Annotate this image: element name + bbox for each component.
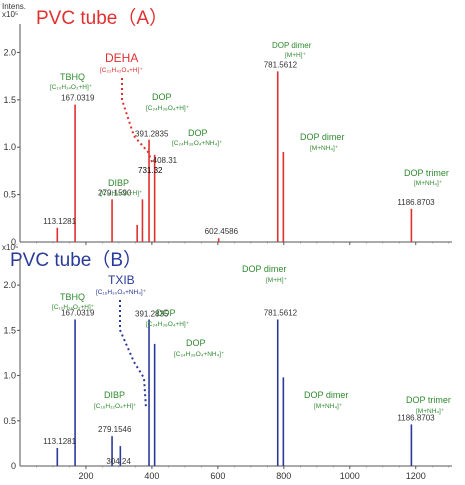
compound-tbhq-b-name: TBHQ bbox=[60, 292, 85, 302]
y-tick-label: 1.0 bbox=[3, 142, 16, 152]
compound-dop-dimer-nh4-b-formula: [M+NH₄]⁺ bbox=[314, 403, 343, 410]
peak-label-0: 113.1281 bbox=[43, 437, 76, 446]
peak-label-1: 167.0319 bbox=[61, 94, 95, 103]
compound-txib-name: TXIB bbox=[108, 273, 135, 287]
txib-leader-line bbox=[119, 300, 147, 409]
compound-deha-name: DEHA bbox=[105, 51, 138, 65]
peak-label-2: 279.1590 bbox=[98, 188, 132, 197]
peak-label-3: 391.2835 bbox=[135, 130, 169, 139]
compound-dop-b-name: DOP bbox=[156, 308, 176, 318]
peak-label-3: 304.24 bbox=[106, 457, 131, 466]
compound-txib-formula: [C₁₆H₃₀O₄+NH₄]⁺ bbox=[96, 289, 147, 296]
panel-b-peak-labels: 113.1281 167.0319 279.1546 304.24 391.2835 78… bbox=[43, 308, 435, 466]
compound-dop-dimer-nh4-b-name: DOP dimer bbox=[304, 390, 348, 400]
y-tick-label: 2.0 bbox=[3, 280, 16, 290]
panel-b-axes: 0.5 1.0 1.5 2.0 0 200 400 600 800 1000 1200 bbox=[3, 258, 452, 481]
peak-label-8: 781.5612 bbox=[264, 60, 298, 69]
compound-dop-trimer-b-formula: [M+NH₄]⁺ bbox=[416, 408, 445, 415]
x-tick-label: 1200 bbox=[406, 471, 426, 481]
compound-dop-trimer-b-name: DOP trimer bbox=[406, 395, 451, 405]
compound-dop-a-name: DOP bbox=[152, 92, 172, 102]
y-tick-label: 0.5 bbox=[3, 190, 16, 200]
peak-label-2: 279.1546 bbox=[98, 425, 132, 434]
panel-a-axes: 0.5 1.0 1.5 2.0 0 bbox=[3, 24, 452, 247]
compound-dop-a-formula: [C₂₄H₃₈O₄+H]⁺ bbox=[146, 105, 190, 112]
compound-tbhq-a-name: TBHQ bbox=[60, 72, 85, 82]
y-tick-label: 1.5 bbox=[3, 95, 16, 105]
compound-dop-trimer-a-formula: [M+NH₄]⁺ bbox=[414, 180, 443, 187]
compound-dop-dimer-nh4-a-name: DOP dimer bbox=[300, 132, 344, 142]
deha-leader-label: 731.32 bbox=[138, 166, 163, 175]
panel-a-title: PVC tube（A） bbox=[36, 7, 168, 29]
compound-dop-trimer-a-name: DOP trimer bbox=[404, 168, 449, 178]
peak-label-10: 1186.8703 bbox=[397, 198, 435, 207]
x-tick-label: 400 bbox=[144, 471, 159, 481]
x-tick-label: 600 bbox=[210, 471, 225, 481]
panel-b: x10⁵ PVC tube（B） 0.5 1.0 1.5 2.0 0 200 400 600 8… bbox=[2, 243, 452, 481]
panel-b-ylabel: x10⁵ bbox=[2, 243, 18, 252]
peak-label-8: 1186.8703 bbox=[397, 413, 435, 422]
y-tick-label-zero: 0 bbox=[11, 461, 16, 471]
compound-tbhq-a-formula: [C₁₀H₁₄O₂+H]⁺ bbox=[50, 84, 93, 91]
compound-dop-nh4-b-name: DOP bbox=[186, 338, 206, 348]
compound-dop-dimer-a-name: DOP dimer bbox=[272, 41, 312, 50]
compound-dibp-a-formula: [C₁₆H₂₂O₄+H]⁺ bbox=[100, 190, 143, 197]
compound-dop-nh4-a-name: DOP bbox=[188, 128, 208, 138]
deha-leader-line bbox=[121, 78, 153, 163]
compound-dop-dimer-a-formula: [M+H]⁺ bbox=[285, 52, 307, 59]
compound-tbhq-b-formula: [C₁₀H₁₄O₂+H]⁺ bbox=[52, 304, 95, 311]
panel-a-peaks bbox=[56, 71, 413, 242]
y-tick-label: 0.5 bbox=[3, 416, 16, 426]
x-tick-label: 200 bbox=[78, 471, 93, 481]
peak-label-1: 167.0319 bbox=[61, 308, 95, 317]
compound-dop-dimer-b-formula: [M+H]⁺ bbox=[266, 277, 288, 284]
y-tick-label-zero: 0 bbox=[11, 237, 16, 247]
peak-label-4: 408.31 bbox=[153, 156, 178, 165]
y-tick-label: 1.0 bbox=[3, 371, 16, 381]
compound-dop-dimer-b-name: DOP dimer bbox=[242, 264, 286, 274]
y-tick-label: 2.0 bbox=[3, 47, 16, 57]
panel-a-peak-labels: 113.1281 167.0319 279.1590 391.2835 408.31 60… bbox=[43, 60, 435, 236]
panel-b-peaks bbox=[56, 319, 413, 466]
compound-deha-formula: [C₂₂H₄₂O₄+H]⁺ bbox=[100, 67, 143, 74]
peak-label-4: 391.2835 bbox=[135, 309, 169, 318]
x-tick-label: 1000 bbox=[340, 471, 360, 481]
compound-dop-nh4-b-formula: [C₂₄H₃₈O₄+NH₄]⁺ bbox=[174, 351, 225, 358]
compound-dop-b-formula: [C₂₄H₃₈O₄+H]⁺ bbox=[146, 321, 190, 328]
compound-dibp-b-name: DIBP bbox=[104, 390, 125, 400]
y-tick-label: 1.5 bbox=[3, 325, 16, 335]
peak-label-0: 113.1281 bbox=[43, 217, 76, 226]
panel-a: Intens. x10⁵ PVC tube（A） 0.5 1.0 1.5 2.0 0 1… bbox=[2, 2, 452, 247]
compound-dop-nh4-a-formula: [C₂₄H₃₈O₄+NH₄]⁺ bbox=[172, 140, 223, 147]
peak-label-6: 781.5612 bbox=[264, 308, 298, 317]
x-tick-label: 800 bbox=[276, 471, 291, 481]
peak-label-7: 602.4586 bbox=[205, 227, 239, 236]
compound-dibp-b-formula: [C₁₆H₂₂O₄+H]⁺ bbox=[94, 403, 137, 410]
compound-dibp-a-name: DIBP bbox=[108, 178, 129, 188]
compound-dop-dimer-nh4-a-formula: [M+NH₄]⁺ bbox=[310, 145, 339, 152]
panel-a-ylabel-line1: Intens. bbox=[2, 2, 26, 11]
panel-a-ylabel-line2: x10⁵ bbox=[2, 10, 18, 19]
panel-b-title: PVC tube（B） bbox=[10, 249, 142, 271]
